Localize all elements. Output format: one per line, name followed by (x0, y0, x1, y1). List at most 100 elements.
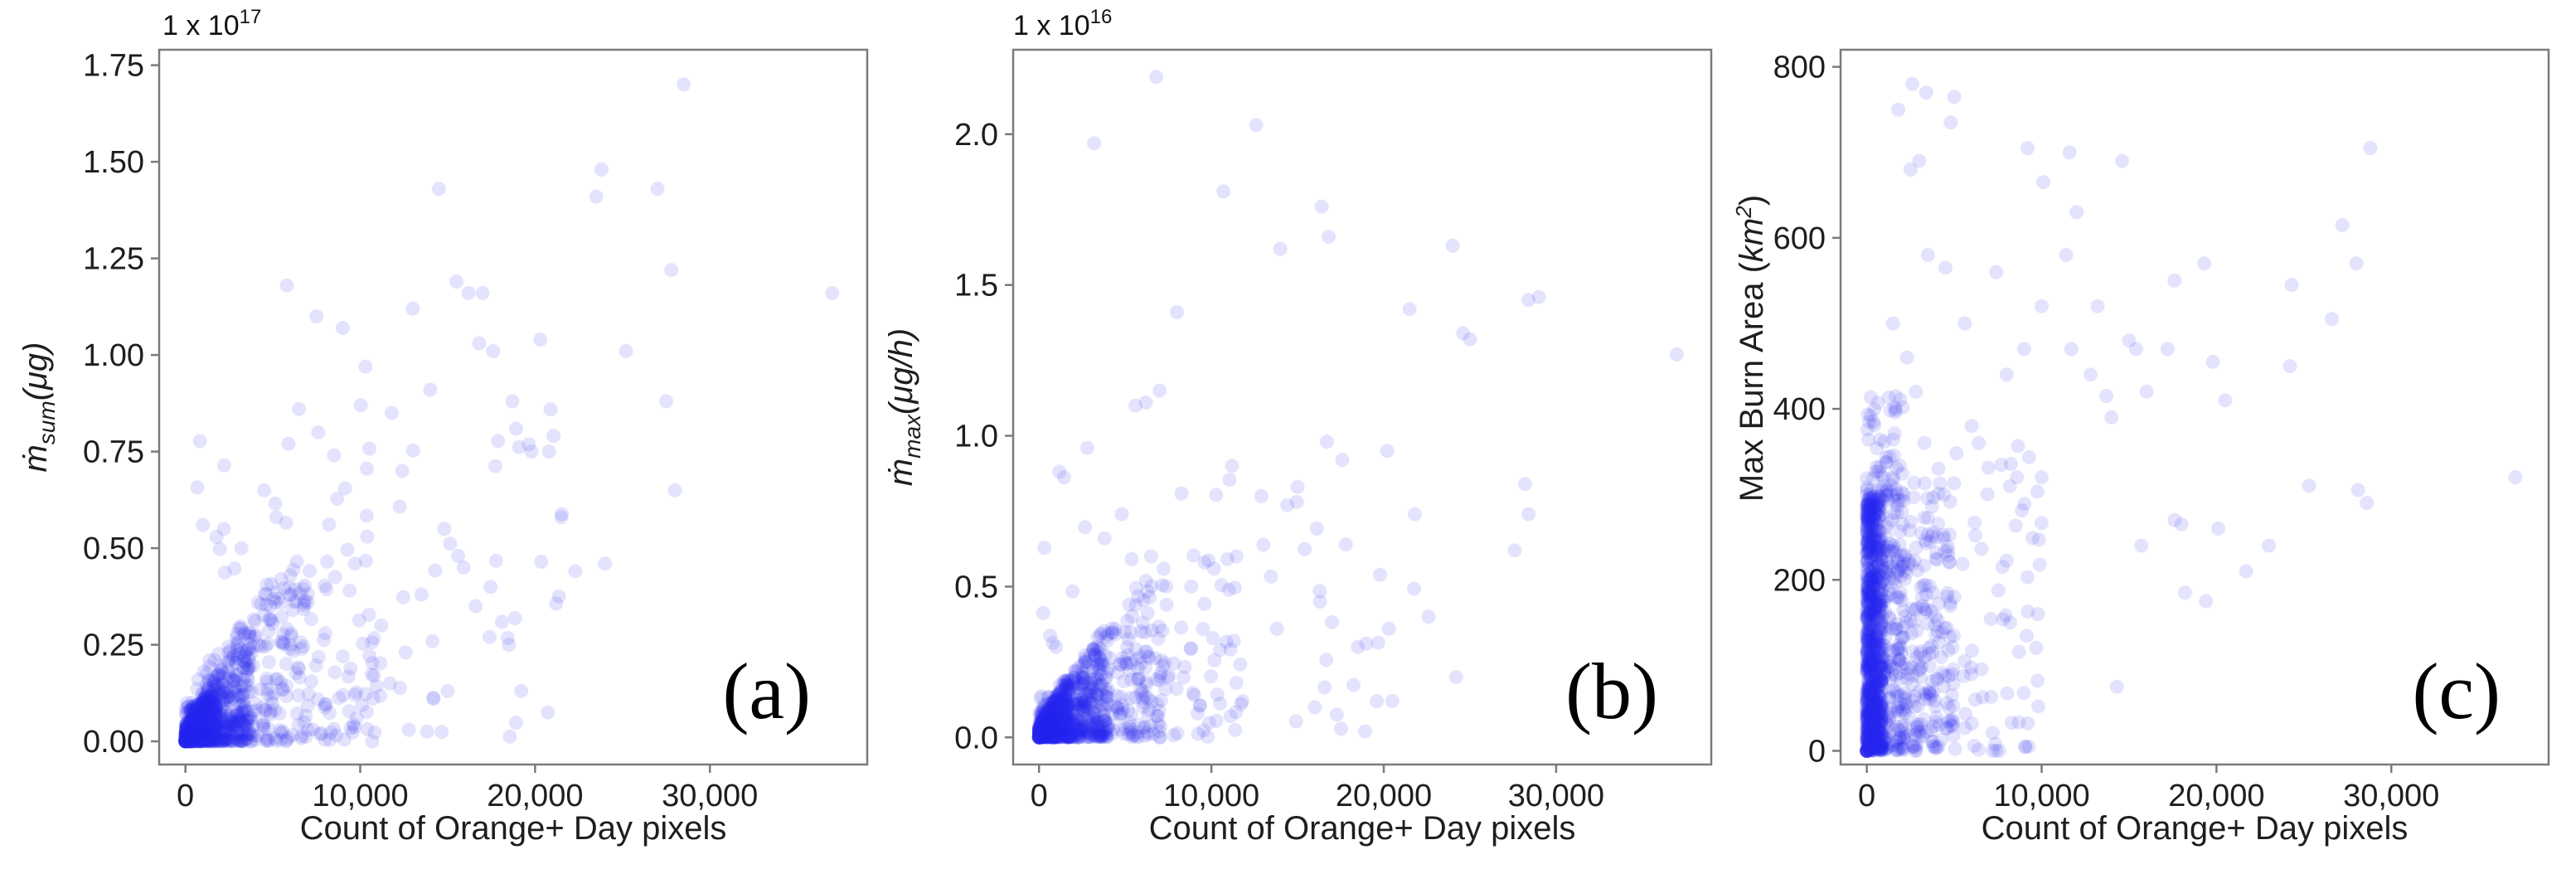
data-point-a (186, 706, 201, 721)
data-point-a (366, 668, 381, 683)
data-point-b (1040, 720, 1055, 735)
data-point-a (184, 726, 199, 740)
y-tick-label-a: 1.75 (83, 49, 144, 84)
data-point-a (190, 705, 205, 720)
data-point-b (1143, 549, 1158, 564)
data-point-a (190, 717, 205, 732)
data-point-a (505, 394, 520, 409)
data-point-a (180, 721, 195, 735)
data-point-a (183, 721, 198, 735)
data-point-b (1227, 580, 1242, 595)
data-point-a (244, 734, 259, 749)
data-point-a (196, 715, 211, 730)
data-point-a (178, 733, 193, 747)
data-point-b (1045, 730, 1060, 745)
data-point-b (1032, 726, 1047, 741)
data-point-a (198, 732, 212, 747)
data-point-a (178, 734, 193, 748)
data-point-a (178, 731, 193, 746)
data-point-c (1861, 658, 1876, 673)
data-point-a (206, 728, 221, 742)
data-point-a (179, 734, 194, 749)
data-point-b (1032, 726, 1047, 740)
data-point-b (1044, 707, 1059, 722)
data-point-a (235, 711, 250, 726)
data-point-a (229, 656, 244, 670)
data-point-b (1056, 724, 1071, 739)
data-point-a (218, 692, 233, 707)
data-point-a (180, 733, 195, 748)
data-point-b (1098, 682, 1113, 697)
data-point-b (1370, 635, 1385, 650)
data-point-b (1093, 651, 1107, 666)
data-point-b (1049, 727, 1063, 742)
data-point-b (1038, 711, 1052, 726)
data-point-b (1056, 470, 1071, 485)
data-point-b (1056, 720, 1071, 735)
data-point-a (190, 716, 205, 731)
data-point-b (1047, 702, 1062, 716)
data-point-a (178, 726, 193, 740)
data-point-b (1089, 721, 1104, 736)
data-point-b (1040, 715, 1054, 730)
data-point-a (201, 732, 216, 746)
x-tick-label-c: 0 (1858, 779, 1875, 813)
data-point-a (186, 725, 201, 739)
data-point-a (185, 732, 200, 747)
data-point-a (219, 682, 234, 696)
data-point-b (1046, 694, 1061, 709)
data-point-b (1046, 730, 1061, 745)
data-point-a (181, 723, 196, 737)
data-point-a (208, 671, 223, 686)
data-point-a (196, 727, 211, 742)
data-point-b (1060, 728, 1075, 743)
data-point-a (202, 653, 217, 668)
data-point-a (220, 685, 235, 700)
y-tick-label-a: 1.50 (83, 145, 144, 180)
data-point-a (199, 700, 214, 715)
data-point-a (204, 709, 219, 724)
data-point-b (1036, 711, 1051, 726)
data-point-a (241, 722, 256, 737)
data-point-b (1309, 521, 1324, 536)
data-point-a (180, 715, 195, 730)
data-point-a (178, 734, 193, 749)
data-point-a (268, 496, 283, 511)
data-point-c (2084, 367, 2098, 382)
data-point-a (226, 719, 241, 733)
data-point-a (183, 723, 198, 738)
data-point-a (257, 483, 271, 498)
data-point-a (183, 721, 198, 735)
data-point-a (195, 696, 210, 711)
data-point-a (195, 725, 210, 739)
data-point-a (192, 707, 207, 721)
data-point-b (1061, 698, 1076, 713)
data-point-b (1099, 629, 1113, 644)
data-point-a (425, 634, 439, 648)
data-point-a (240, 726, 254, 741)
data-point-b (1068, 663, 1083, 677)
data-point-b (1039, 721, 1054, 736)
data-point-a (197, 708, 212, 723)
data-point-b (1094, 657, 1109, 672)
data-point-a (226, 672, 240, 687)
data-point-b (1138, 644, 1153, 659)
data-point-a (212, 681, 227, 696)
data-point-b (1085, 728, 1100, 743)
data-point-a (353, 398, 368, 413)
data-point-b (1094, 730, 1109, 745)
data-point-a (178, 734, 193, 749)
data-point-a (190, 719, 204, 734)
data-point-a (242, 625, 257, 640)
data-point-a (192, 733, 206, 747)
data-point-a (264, 576, 279, 591)
data-point-a (178, 720, 193, 735)
data-point-a (183, 715, 198, 730)
data-point-a (201, 693, 216, 708)
data-point-b (1074, 714, 1089, 729)
data-point-b (1037, 715, 1052, 729)
data-point-b (1060, 700, 1075, 715)
data-point-c (1865, 687, 1880, 702)
data-point-b (1033, 726, 1048, 741)
data-point-a (190, 699, 205, 714)
